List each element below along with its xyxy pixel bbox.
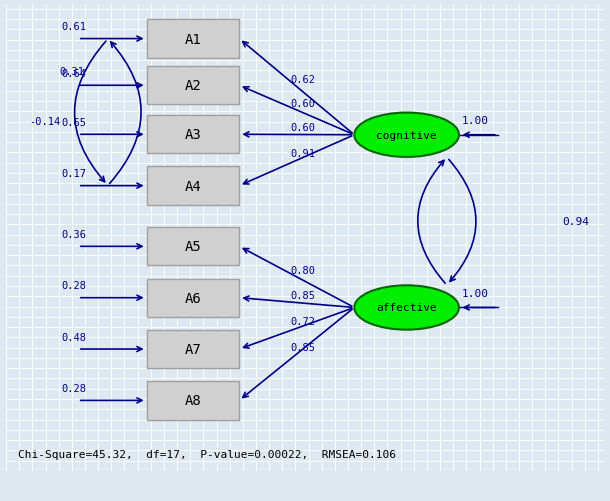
Text: 0.31: 0.31: [59, 67, 84, 77]
Text: Chi-Square=45.32,  df=17,  P-value=0.00022,  RMSEA=0.106: Chi-Square=45.32, df=17, P-value=0.00022…: [18, 449, 396, 459]
FancyBboxPatch shape: [146, 116, 239, 154]
FancyBboxPatch shape: [146, 67, 239, 105]
Text: A1: A1: [185, 33, 201, 47]
Text: -0.14: -0.14: [29, 117, 60, 127]
Text: 0.36: 0.36: [61, 229, 86, 239]
Text: 0.17: 0.17: [61, 169, 86, 179]
Text: 0.48: 0.48: [61, 332, 86, 342]
Text: 0.64: 0.64: [61, 69, 86, 79]
Text: 0.85: 0.85: [290, 342, 315, 352]
Text: 0.80: 0.80: [290, 265, 315, 275]
Text: A2: A2: [185, 79, 201, 93]
Text: 0.28: 0.28: [61, 281, 86, 291]
Text: 0.60: 0.60: [290, 99, 315, 108]
Text: A4: A4: [185, 179, 201, 193]
FancyBboxPatch shape: [146, 21, 239, 59]
FancyBboxPatch shape: [146, 279, 239, 317]
Text: A6: A6: [185, 291, 201, 305]
Text: 0.62: 0.62: [290, 75, 315, 85]
Ellipse shape: [354, 286, 459, 330]
Text: 0.72: 0.72: [290, 316, 315, 326]
Text: 0.85: 0.85: [290, 291, 315, 301]
Text: 0.61: 0.61: [61, 22, 86, 32]
FancyBboxPatch shape: [146, 381, 239, 420]
FancyBboxPatch shape: [146, 330, 239, 368]
Text: A8: A8: [185, 394, 201, 408]
Text: affective: affective: [376, 303, 437, 313]
FancyBboxPatch shape: [146, 228, 239, 266]
Ellipse shape: [354, 113, 459, 158]
FancyBboxPatch shape: [146, 167, 239, 205]
Text: 0.94: 0.94: [562, 216, 589, 226]
Text: cognitive: cognitive: [376, 130, 437, 140]
Text: 0.65: 0.65: [61, 118, 86, 128]
Text: A5: A5: [185, 240, 201, 254]
Text: 0.60: 0.60: [290, 123, 315, 133]
Text: A7: A7: [185, 342, 201, 356]
Text: 1.00: 1.00: [462, 116, 489, 126]
Text: 0.91: 0.91: [290, 149, 315, 158]
Text: 1.00: 1.00: [462, 289, 489, 299]
Text: A3: A3: [185, 128, 201, 142]
Text: 0.28: 0.28: [61, 383, 86, 393]
